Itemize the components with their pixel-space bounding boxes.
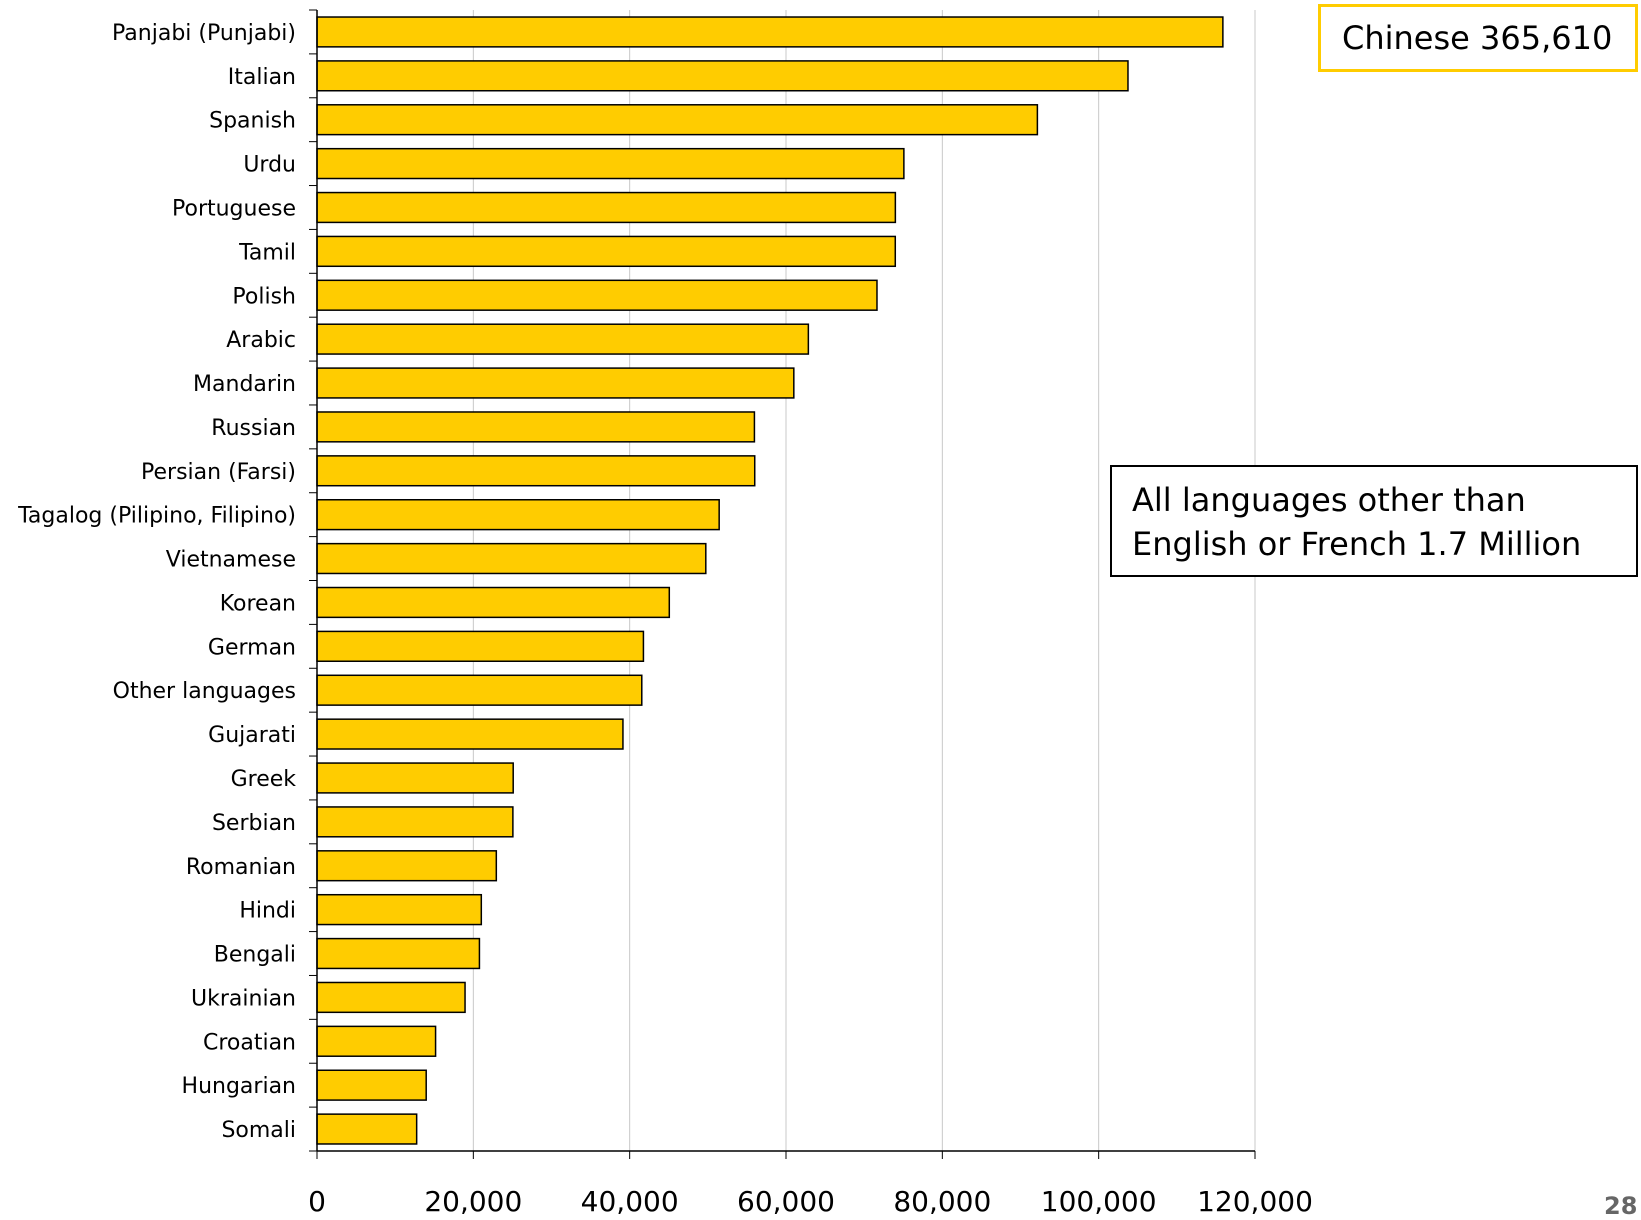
category-label: Somali [221,1118,296,1143]
bar [316,718,624,750]
bar [316,1025,437,1057]
x-tick-label: 120,000 [1197,1185,1313,1215]
category-label: Korean [220,591,296,616]
category-label: Greek [231,767,297,792]
page-number: 28 [1604,1192,1638,1220]
bar [316,893,483,926]
bar [316,586,671,619]
axes [309,9,1256,1159]
category-label: Hindi [239,899,296,924]
bar [316,762,514,794]
category-label: Polish [232,284,296,309]
all-languages-callout-line1: All languages other than [1132,481,1526,519]
category-label: Persian (Farsi) [141,460,296,485]
category-labels: Panjabi (Punjabi) Italian Spanish Urdu Portu… [17,21,296,1143]
bar [316,279,878,311]
bar [316,937,481,970]
bars [316,16,1224,1145]
bar [316,323,810,355]
category-label: Portuguese [172,196,296,221]
bar [316,674,643,706]
bar [316,1113,418,1145]
all-languages-callout: All languages other than English or Fren… [1110,465,1638,577]
category-label: Croatian [203,1030,296,1055]
chinese-callout: Chinese 365,610 [1318,4,1638,72]
category-label: Mandarin [193,372,296,397]
category-label: Hungarian [182,1074,296,1099]
category-label: Ukrainian [191,986,296,1011]
category-label: Gujarati [208,723,296,748]
x-tick-label: 80,000 [893,1185,991,1215]
gridlines [472,10,1256,1151]
x-tick-label: 100,000 [1041,1185,1157,1215]
x-tick-label: 0 [308,1185,326,1215]
bar [316,60,1129,92]
bar [316,367,795,399]
x-tick-label: 60,000 [737,1185,835,1215]
chinese-callout-text: Chinese 365,610 [1342,19,1613,57]
category-label: German [208,635,296,660]
bar [316,191,897,224]
category-label: Other languages [113,679,296,704]
bar [316,806,514,838]
bar [316,499,720,531]
category-label: Tamil [238,240,296,265]
bar [316,542,707,575]
category-label: Urdu [243,153,296,178]
bar [316,235,897,268]
tick-labels: 0 20,000 40,000 60,000 80,000 100,000 120,000 [308,1185,1313,1215]
bar [316,455,756,487]
all-languages-callout-line2: English or French 1.7 Million [1132,525,1582,563]
bar [316,147,905,180]
bar [316,16,1224,48]
bar [316,1069,427,1101]
bar [316,630,645,662]
category-label: Panjabi (Punjabi) [112,21,296,46]
category-label: Vietnamese [166,548,296,573]
bar [316,104,1039,136]
x-tick-label: 40,000 [581,1185,679,1215]
category-label: Italian [228,65,296,90]
category-label: Bengali [214,943,296,968]
category-label: Serbian [212,811,296,836]
bar [316,850,498,882]
bar [316,981,466,1014]
category-label: Arabic [226,328,296,353]
category-label: Russian [211,416,296,441]
category-label: Tagalog (Pilipino, Filipino) [17,504,296,529]
category-label: Spanish [209,109,296,134]
x-tick-label: 20,000 [424,1185,522,1215]
bar [316,411,756,443]
category-label: Romanian [186,855,296,880]
